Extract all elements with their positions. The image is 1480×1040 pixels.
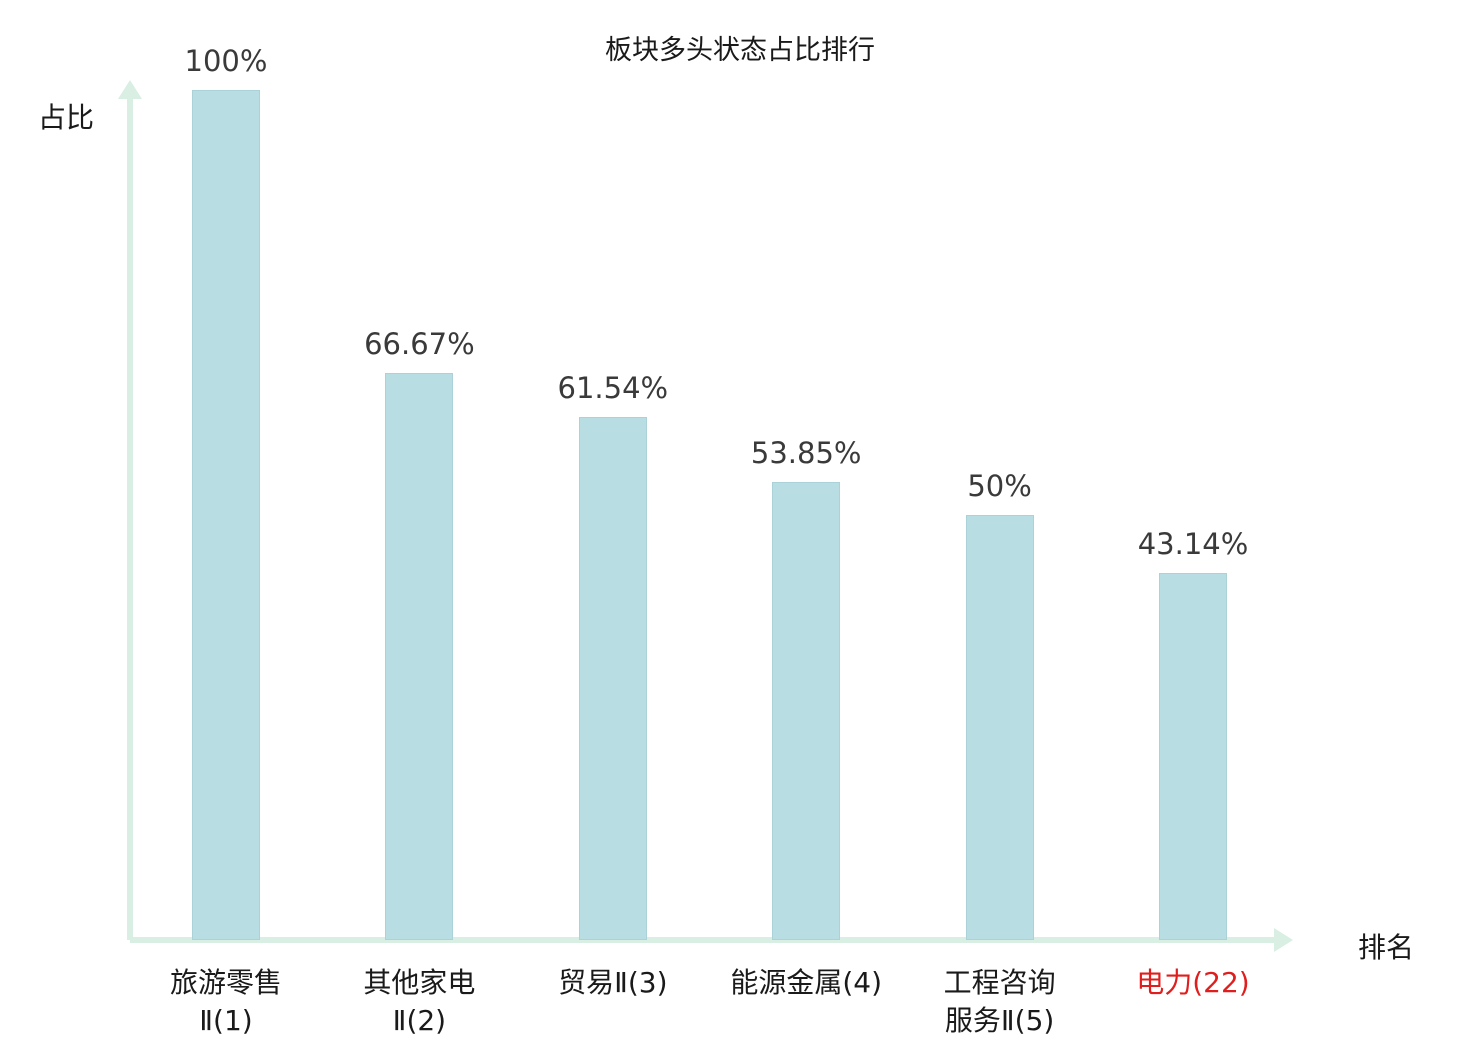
- bar-value-label: 43.14%: [1137, 527, 1249, 562]
- bar-value-label: 100%: [184, 44, 268, 78]
- bar: [385, 373, 454, 940]
- y-axis-label: 占比: [38, 101, 95, 134]
- bar: [578, 416, 647, 940]
- category-label: 旅游零售 Ⅱ(1): [169, 966, 282, 1037]
- bar-value-label: 66.67%: [364, 327, 475, 362]
- bar: [965, 515, 1034, 940]
- bar: [772, 482, 841, 940]
- bar-value-label: 61.54%: [557, 370, 669, 405]
- y-axis-arrow-icon: [118, 80, 142, 99]
- bar-value-label: 53.85%: [750, 436, 862, 471]
- x-axis-label: 排名: [1358, 931, 1415, 964]
- chart-title: 板块多头状态占比排行: [605, 35, 875, 66]
- x-axis: [130, 937, 1276, 943]
- category-label: 其他家电 Ⅱ(2): [363, 966, 476, 1037]
- y-axis: [127, 96, 133, 940]
- bar: [1159, 573, 1227, 940]
- category-label: 能源金属(4): [730, 966, 883, 999]
- bar: [192, 90, 260, 940]
- category-label: 贸易Ⅱ(3): [558, 966, 668, 999]
- category-label: 电力(22): [1136, 966, 1250, 999]
- bar-value-label: 50%: [967, 469, 1032, 503]
- x-axis-arrow-icon: [1274, 928, 1293, 952]
- category-label: 工程咨询 服务Ⅱ(5): [943, 966, 1056, 1037]
